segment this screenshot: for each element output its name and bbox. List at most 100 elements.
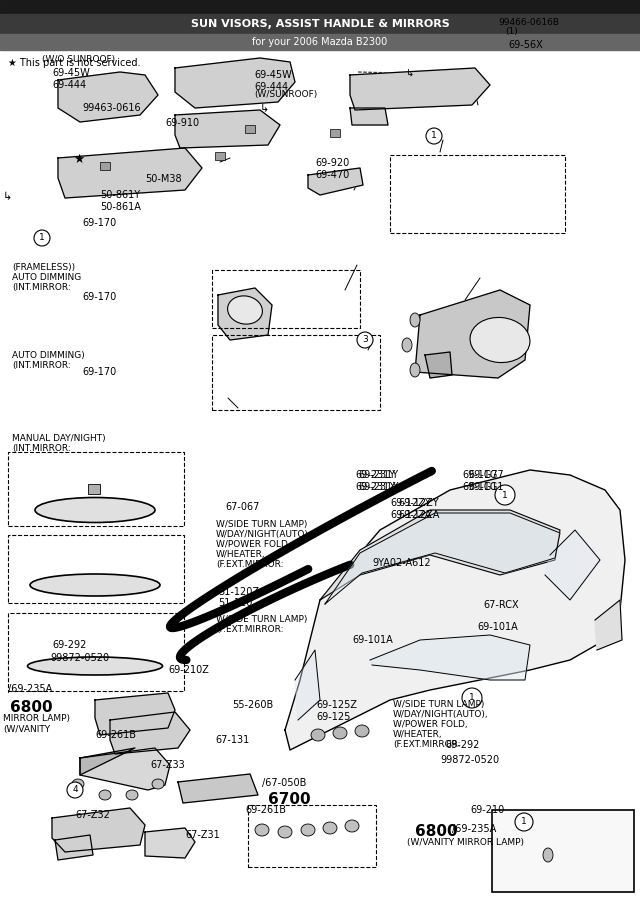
Ellipse shape: [311, 729, 325, 741]
Polygon shape: [320, 510, 560, 600]
Circle shape: [462, 688, 482, 708]
Polygon shape: [325, 513, 560, 604]
Polygon shape: [58, 148, 202, 198]
Text: (F.EXT.MIRROR:: (F.EXT.MIRROR:: [216, 560, 284, 569]
Text: 69-45W: 69-45W: [254, 70, 292, 80]
Bar: [212, 270, 360, 328]
Text: 69-1G7: 69-1G7: [468, 470, 504, 480]
Ellipse shape: [345, 820, 359, 832]
Text: 69-12ZA: 69-12ZA: [398, 510, 440, 520]
Text: 1: 1: [521, 817, 527, 826]
Text: 6700: 6700: [268, 792, 310, 807]
Polygon shape: [415, 290, 530, 378]
Text: 50-M38: 50-M38: [145, 174, 182, 184]
Polygon shape: [545, 530, 600, 600]
Polygon shape: [80, 748, 170, 790]
Ellipse shape: [35, 498, 155, 523]
Text: 69-12ZY: 69-12ZY: [398, 498, 438, 508]
Text: (INT.MIRROR:: (INT.MIRROR:: [12, 283, 71, 292]
Text: (FRAMELESS)): (FRAMELESS)): [12, 263, 75, 272]
Text: 67-Z33: 67-Z33: [150, 760, 185, 770]
Text: (W/O SUNROOF): (W/O SUNROOF): [42, 55, 115, 64]
Bar: [390, 155, 565, 233]
Text: 99463-0616: 99463-0616: [82, 103, 141, 113]
Text: (W/SUNROOF): (W/SUNROOF): [254, 90, 317, 99]
Polygon shape: [308, 168, 363, 195]
Polygon shape: [175, 58, 295, 108]
Text: W/DAY/NIGHT(AUTO),: W/DAY/NIGHT(AUTO),: [216, 530, 312, 539]
Bar: [0, 34, 640, 50]
Text: ★: ★: [73, 153, 84, 166]
Text: 69-920: 69-920: [315, 158, 349, 168]
Bar: [8, 613, 184, 691]
Text: 69-910: 69-910: [165, 118, 199, 128]
Bar: [215, 152, 225, 160]
Text: 69-1G1: 69-1G1: [462, 482, 497, 492]
Text: AUTO DIMMING: AUTO DIMMING: [12, 273, 81, 282]
Text: 69-12ZA: 69-12ZA: [390, 510, 431, 520]
Text: 69-210Z: 69-210Z: [168, 665, 209, 675]
Text: 69-231X: 69-231X: [355, 482, 396, 492]
Text: 6800: 6800: [415, 824, 458, 839]
Polygon shape: [370, 635, 530, 680]
Bar: [8, 452, 184, 526]
Text: ↳: ↳: [260, 104, 269, 114]
Ellipse shape: [323, 822, 337, 834]
Circle shape: [495, 485, 515, 505]
Polygon shape: [285, 470, 625, 750]
Polygon shape: [595, 600, 622, 650]
Text: 69-231X: 69-231X: [358, 482, 399, 492]
Polygon shape: [80, 748, 135, 775]
Text: 69-56X: 69-56X: [508, 40, 543, 50]
Ellipse shape: [28, 657, 163, 675]
Bar: [245, 125, 255, 133]
Text: 1: 1: [39, 233, 45, 242]
Bar: [100, 162, 110, 170]
Text: (W/VANITY MIRROR LAMP): (W/VANITY MIRROR LAMP): [407, 838, 524, 847]
Bar: [88, 484, 100, 494]
Ellipse shape: [410, 363, 420, 377]
Polygon shape: [52, 808, 145, 852]
Polygon shape: [425, 352, 452, 378]
Text: 51-120: 51-120: [218, 598, 252, 608]
Circle shape: [357, 332, 373, 348]
Text: 67-067: 67-067: [225, 502, 259, 512]
Bar: [248, 805, 376, 867]
Text: /67-050B: /67-050B: [262, 778, 307, 788]
Text: 69-261B: 69-261B: [245, 805, 286, 815]
Polygon shape: [55, 835, 93, 860]
Text: 4: 4: [72, 786, 78, 795]
Ellipse shape: [543, 848, 553, 862]
Text: W/SIDE TURN LAMP): W/SIDE TURN LAMP): [216, 615, 307, 624]
Polygon shape: [145, 828, 195, 858]
Text: W/HEATER,: W/HEATER,: [216, 550, 266, 559]
Text: (W/VANITY: (W/VANITY: [3, 725, 50, 734]
Polygon shape: [350, 108, 388, 125]
Text: 1: 1: [431, 131, 437, 140]
Text: 69-170: 69-170: [82, 218, 116, 228]
Text: 69-444: 69-444: [254, 82, 288, 92]
Text: (F.EXT.MIRROR:: (F.EXT.MIRROR:: [216, 625, 284, 634]
Text: MIRROR LAMP): MIRROR LAMP): [3, 714, 70, 723]
Bar: [212, 335, 380, 410]
Text: 3: 3: [362, 336, 368, 345]
Text: (INT.MIRROR:: (INT.MIRROR:: [12, 361, 71, 370]
Text: W/SIDE TURN LAMP): W/SIDE TURN LAMP): [393, 700, 484, 709]
Text: W/POWER FOLD,: W/POWER FOLD,: [216, 540, 291, 549]
Polygon shape: [512, 830, 545, 870]
Text: 69-292: 69-292: [445, 740, 479, 750]
Text: MANUAL DAY/NIGHT): MANUAL DAY/NIGHT): [12, 434, 106, 443]
Text: 69-45W: 69-45W: [52, 68, 90, 78]
Text: 69-125: 69-125: [316, 712, 350, 722]
Text: 69-292: 69-292: [52, 640, 86, 650]
Ellipse shape: [228, 296, 262, 324]
Text: for your 2006 Mazda B2300: for your 2006 Mazda B2300: [252, 37, 388, 47]
Text: 99872-0520: 99872-0520: [50, 653, 109, 663]
Text: 50-861A: 50-861A: [100, 202, 141, 212]
Polygon shape: [58, 72, 158, 122]
Text: (F.EXT.MIRROR:: (F.EXT.MIRROR:: [393, 740, 461, 749]
Circle shape: [67, 782, 83, 798]
Polygon shape: [95, 693, 175, 735]
Polygon shape: [350, 68, 490, 110]
Text: 69-470: 69-470: [315, 170, 349, 180]
